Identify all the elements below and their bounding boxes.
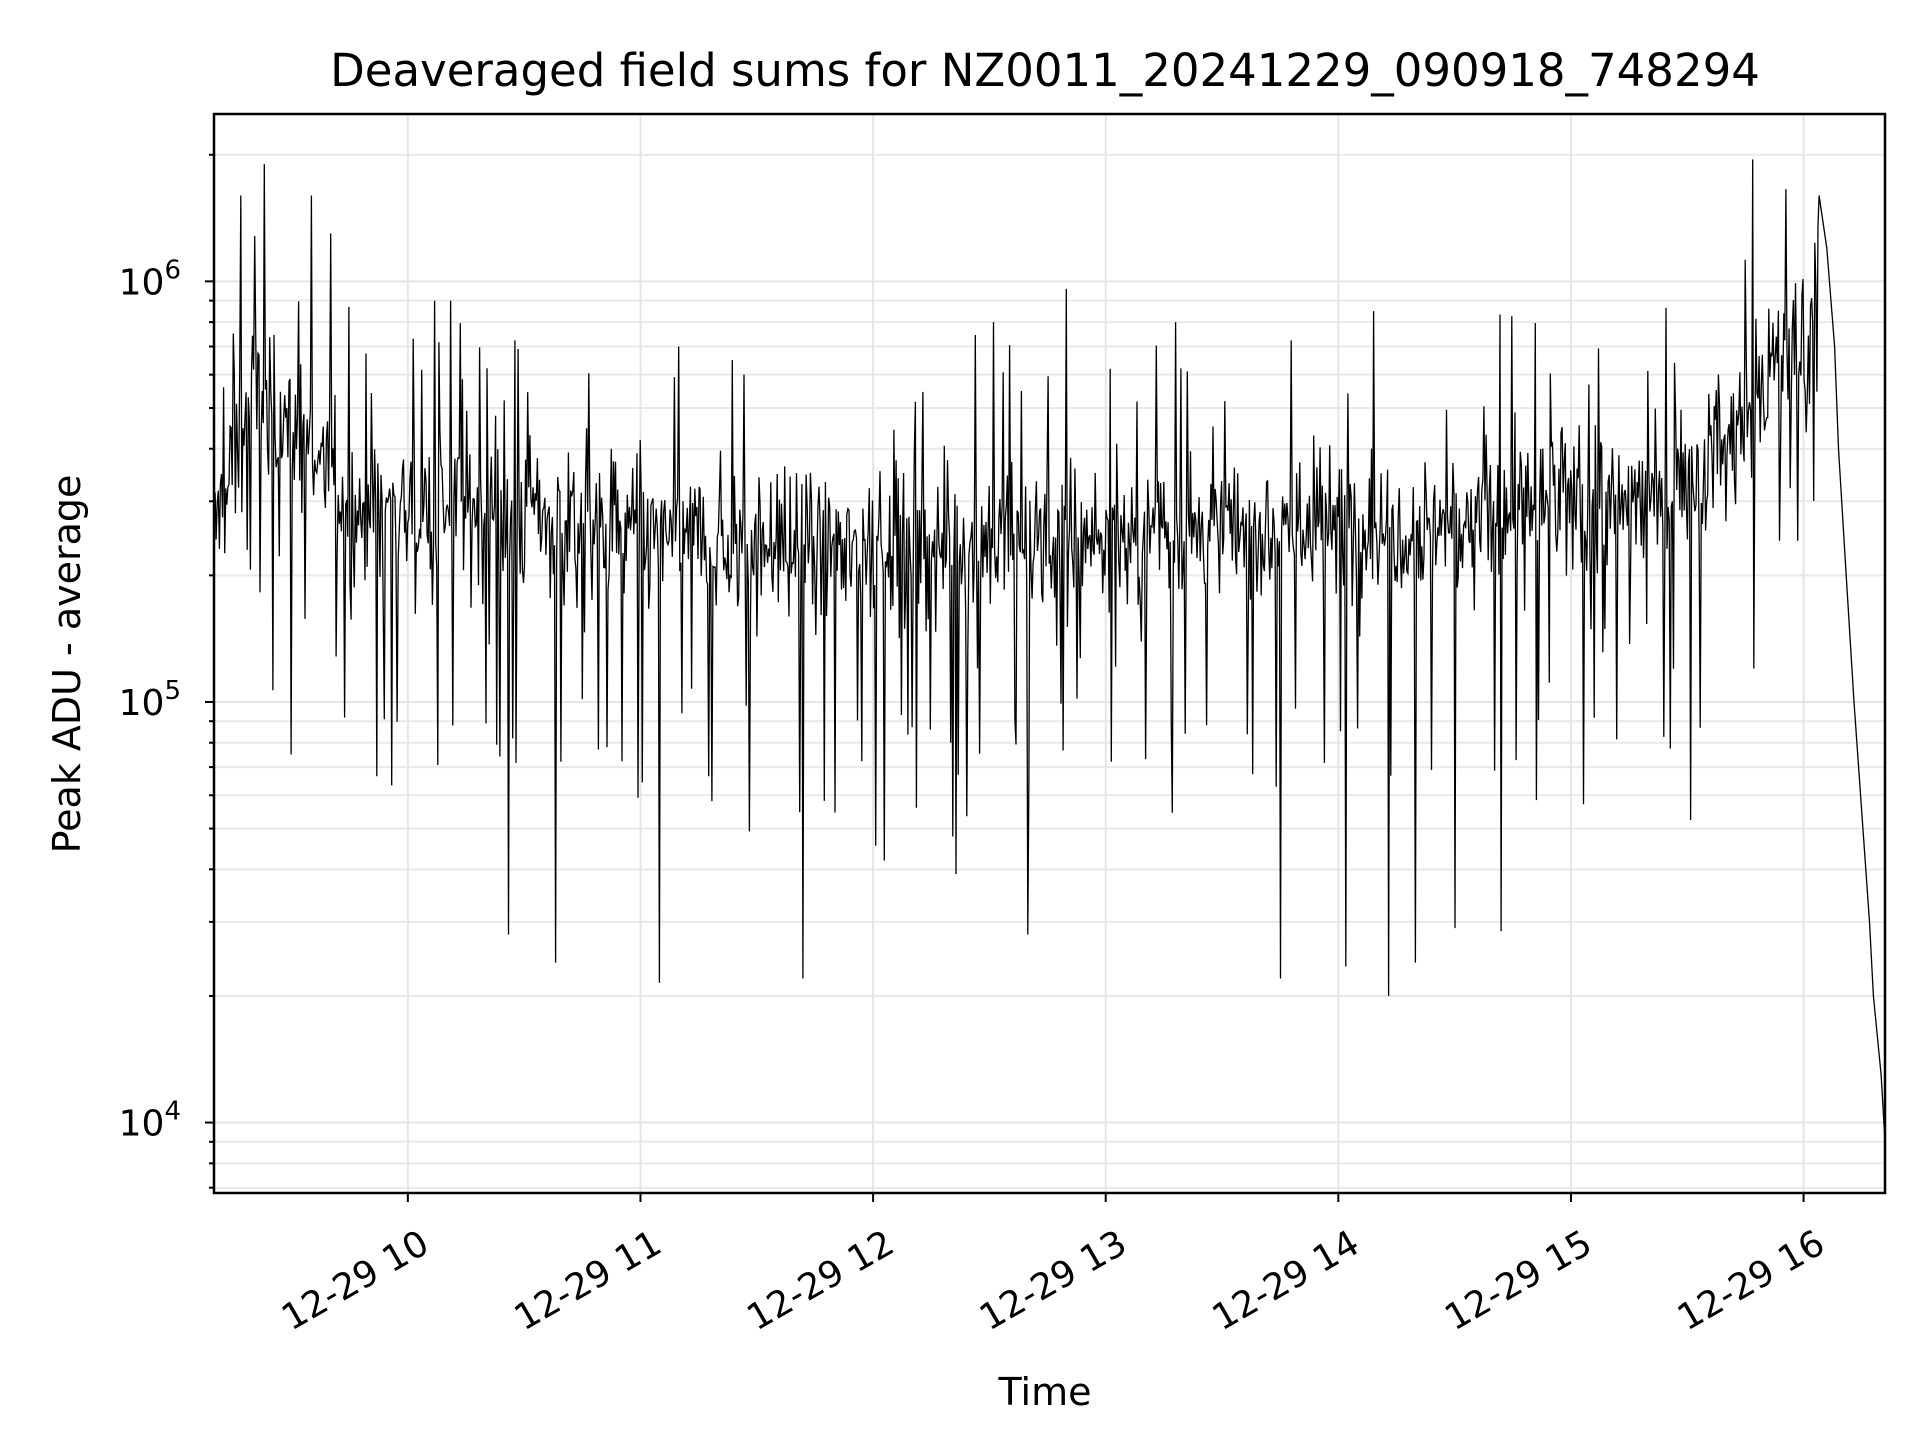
x-tick-label: 12-29 13 <box>973 1223 1134 1339</box>
series-line <box>213 159 1886 1142</box>
x-tick-label: 12-29 14 <box>1206 1223 1367 1339</box>
x-tick-label: 12-29 10 <box>275 1223 436 1339</box>
ticks <box>205 153 1805 1202</box>
plot-frame <box>212 112 1887 1195</box>
y-tick-label: 106 <box>119 255 181 303</box>
x-tick-label: 12-29 16 <box>1671 1223 1832 1339</box>
x-tick-label: 12-29 11 <box>508 1223 669 1339</box>
grid <box>214 114 1885 1193</box>
x-axis-label: Time <box>998 1370 1092 1414</box>
y-axis-label: Peak ADU - average <box>45 475 89 854</box>
y-tick-label: 105 <box>119 676 181 724</box>
x-tick-label: 12-29 15 <box>1438 1223 1599 1339</box>
series-layer <box>213 159 1886 1142</box>
y-tick-label: 104 <box>119 1097 181 1145</box>
chart-title: Deaveraged field sums for NZ0011_2024122… <box>330 44 1760 97</box>
x-tick-label: 12-29 12 <box>740 1223 901 1339</box>
